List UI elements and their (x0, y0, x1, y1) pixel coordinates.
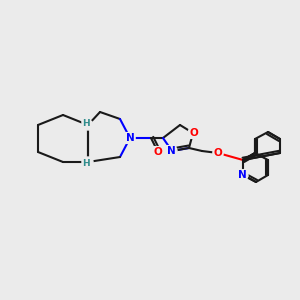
Text: N: N (126, 133, 134, 143)
Circle shape (167, 146, 177, 156)
Text: H: H (82, 158, 90, 167)
Circle shape (153, 147, 163, 157)
Circle shape (188, 128, 198, 138)
Circle shape (125, 133, 135, 143)
Text: O: O (190, 128, 198, 138)
Text: O: O (154, 147, 162, 157)
Text: H: H (82, 119, 90, 128)
Text: O: O (214, 148, 222, 158)
Circle shape (83, 120, 93, 130)
Circle shape (213, 148, 223, 158)
Text: N: N (238, 170, 246, 180)
Circle shape (83, 157, 93, 167)
Circle shape (238, 170, 248, 180)
Text: N: N (167, 146, 176, 156)
